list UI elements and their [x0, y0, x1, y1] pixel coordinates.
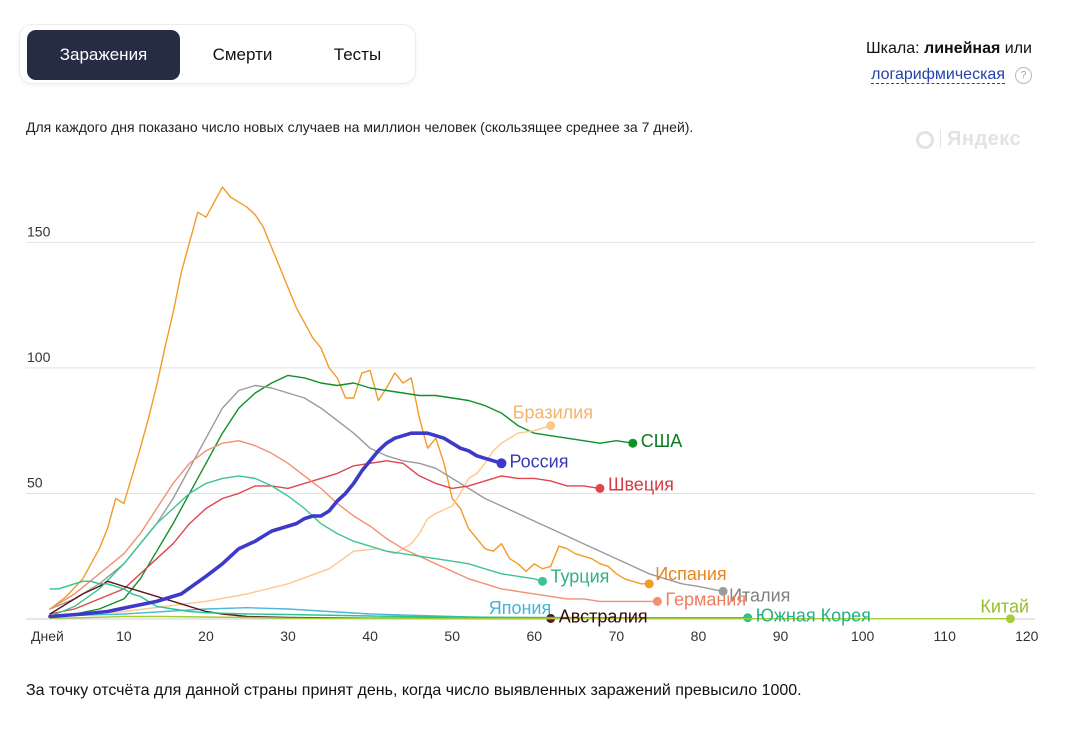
x-tick-label: 100 [851, 628, 875, 644]
series-line-9 [49, 580, 552, 620]
watermark-divider [940, 130, 941, 148]
series-end-dot-0 [644, 579, 654, 589]
series-line-6 [49, 440, 659, 610]
series-label-0: Испания [655, 564, 726, 584]
series-end-dot-2 [718, 586, 728, 596]
x-tick-label: 20 [198, 628, 214, 644]
series-line-5 [49, 460, 601, 615]
scale-prefix: Шкала: [865, 40, 920, 57]
series-label-5: Швеция [608, 474, 674, 494]
series-end-dot-4 [496, 458, 507, 469]
series-line-4 [48, 431, 504, 619]
series-end-dot-5 [595, 483, 605, 493]
y-tick-label: 150 [27, 223, 51, 239]
x-tick-label: 60 [527, 628, 543, 644]
series-layer [48, 186, 1015, 624]
scale-log-link[interactable]: логарифмическая [871, 66, 1005, 84]
grid-layer: 50 100 150 Дней 10 20 30 40 50 60 70 80 90 100 110 120 [26, 223, 1039, 644]
x-tick-label: 40 [362, 628, 378, 644]
series-label-11: Китай [980, 597, 1029, 617]
y-tick-label: 100 [27, 349, 51, 365]
scale-current: линейная [924, 40, 1001, 57]
metric-tabs: Заражения Смерти Тесты [20, 25, 415, 83]
x-tick-label: 10 [116, 628, 132, 644]
x-tick-label: 70 [609, 628, 625, 644]
series-end-dot-3 [546, 421, 556, 431]
series-label-2: Италия [729, 585, 790, 605]
x-tick-label: 50 [444, 628, 460, 644]
label-layer: Испания США Италия Бразилия Швеция Германия Ту… [489, 403, 1029, 627]
scale-connector: или [1004, 40, 1032, 57]
series-label-10: Южная Корея [756, 606, 871, 626]
x-tick-label: 30 [280, 628, 296, 644]
series-label-9: Австралия [559, 606, 648, 626]
series-label-7: Турция [551, 566, 610, 586]
tab-tests[interactable]: Тесты [333, 45, 382, 64]
tab-infections[interactable]: Заражения [27, 30, 180, 80]
series-end-dot-10 [743, 613, 753, 623]
y-tick-label: 50 [27, 474, 43, 490]
series-line-2 [49, 384, 724, 610]
series-end-dot-7 [538, 576, 547, 586]
series-end-dot-11 [1005, 614, 1015, 624]
series-end-dot-6 [652, 596, 662, 606]
footnote: За точку отсчёта для данной страны приня… [26, 682, 802, 699]
series-label-8: Япония [489, 598, 552, 618]
series-line-0 [49, 186, 650, 610]
x-tick-label: 90 [773, 628, 789, 644]
series-end-dot-1 [628, 438, 638, 448]
watermark-text: Яндекс [947, 128, 1022, 150]
tab-deaths[interactable]: Смерти [212, 45, 273, 64]
scale-switcher: Шкала: линейная или логарифмическая? [772, 36, 1032, 88]
yandex-logo-icon [916, 131, 934, 149]
x-tick-label: 110 [934, 628, 957, 644]
x-tick-label: 80 [691, 628, 707, 644]
x-tick-label: 120 [1015, 628, 1039, 644]
series-label-6: Германия [665, 589, 746, 609]
yandex-watermark: Яндекс [916, 128, 1021, 151]
series-label-3: Бразилия [513, 403, 593, 423]
x-axis-label: Дней [31, 628, 64, 644]
chart-caption: Для каждого дня показано число новых слу… [26, 119, 694, 135]
series-line-3 [49, 424, 552, 618]
series-label-4: Россия [509, 451, 568, 471]
series-line-11 [49, 615, 1012, 620]
series-label-1: США [641, 431, 683, 451]
series-line-7 [49, 475, 544, 618]
help-icon[interactable]: ? [1015, 67, 1032, 84]
series-line-1 [49, 374, 634, 618]
